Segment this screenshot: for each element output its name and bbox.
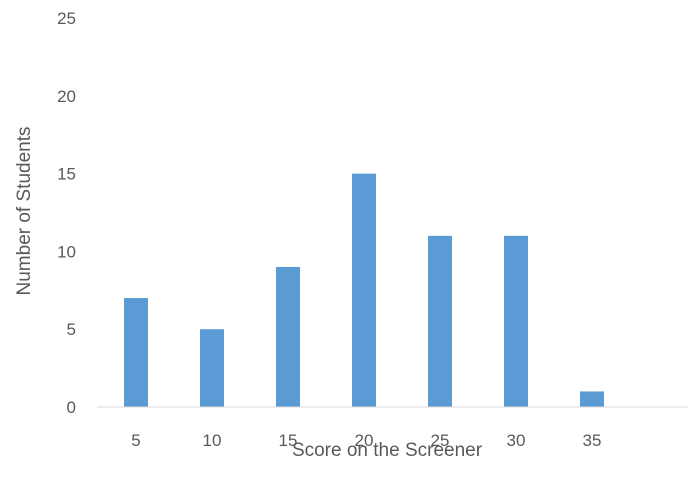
y-tick-label: 15 [57,165,76,184]
x-tick-label: 5 [131,431,140,450]
bars [124,173,604,407]
x-tick-label: 15 [279,431,298,450]
x-axis-title: Score on the Screener [292,440,483,461]
x-tick-label: 30 [507,431,526,450]
bar [428,235,452,407]
y-tick-label: 20 [57,87,76,106]
y-axis-title: Number of Students [14,127,35,296]
bar [504,235,528,407]
y-tick-label: 0 [67,398,76,417]
bar [580,391,604,407]
bar [352,173,376,407]
bar [200,329,224,407]
y-tick-label: 25 [57,9,76,28]
bar [276,266,300,407]
x-tick-label: 20 [355,431,374,450]
x-tick-label: 25 [431,431,450,450]
bar [124,298,148,407]
y-axis-ticks: 0 5 10 15 20 25 [57,9,76,417]
y-tick-label: 5 [67,320,76,339]
x-tick-label: 35 [583,431,602,450]
x-axis-ticks: 5 10 15 20 25 30 35 [131,431,601,450]
x-tick-label: 10 [203,431,222,450]
y-tick-label: 10 [57,242,76,261]
